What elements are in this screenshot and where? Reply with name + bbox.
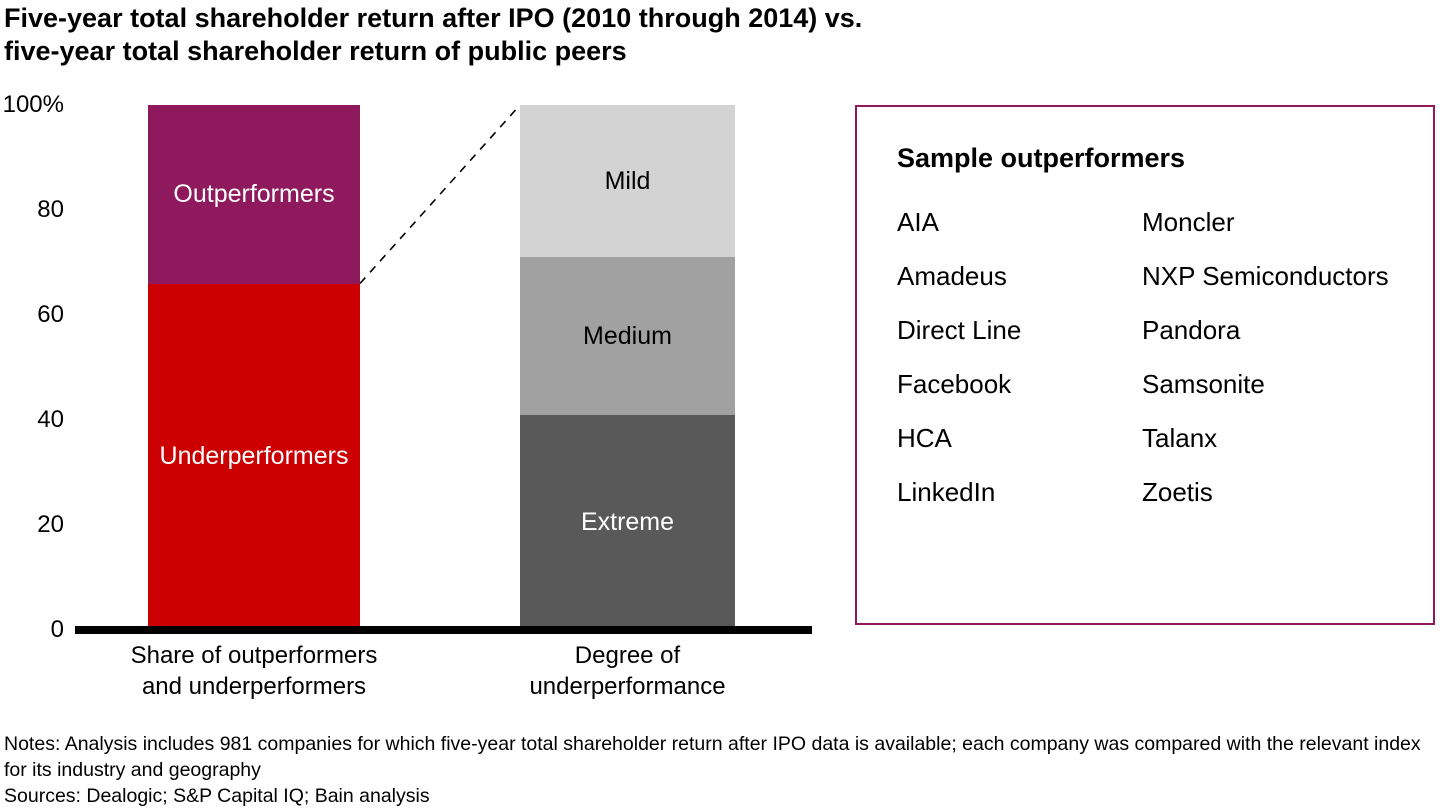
footer-notes: Notes: Analysis includes 981 companies f… bbox=[4, 731, 1434, 809]
company-name: Pandora bbox=[1142, 315, 1241, 345]
segment-label: Underperformers bbox=[159, 442, 349, 471]
company-name: HCA bbox=[897, 423, 952, 453]
stacked-bar-0: Underperformers Outperformers bbox=[148, 105, 360, 630]
segment-extreme: Extreme bbox=[520, 414, 735, 630]
sources-text: Sources: Dealogic; S&P Capital IQ; Bain … bbox=[4, 785, 430, 807]
chart-title: Five-year total shareholder return after… bbox=[4, 2, 862, 68]
stacked-bar-1: Extreme Medium Mild bbox=[520, 105, 735, 630]
x-category-label: Degree of underperformance bbox=[529, 642, 726, 700]
segment-outperformers: Outperformers bbox=[148, 105, 360, 284]
segment-mild: Mild bbox=[520, 105, 735, 258]
x-axis-line bbox=[75, 626, 812, 634]
segment-medium: Medium bbox=[520, 257, 735, 415]
segment-underperformers: Underperformers bbox=[148, 283, 360, 630]
company-name: Facebook bbox=[897, 369, 1012, 399]
y-tick-label: 40 bbox=[37, 406, 64, 433]
chart-title-line1: Five-year total shareholder return after… bbox=[4, 3, 863, 33]
company-name: Direct Line bbox=[897, 315, 1022, 345]
segment-label: Mild bbox=[604, 166, 651, 195]
segment-label: Outperformers bbox=[173, 179, 335, 208]
y-tick-label: 0 bbox=[50, 616, 64, 643]
y-tick-label: 80 bbox=[37, 196, 64, 223]
y-tick-label: 100% bbox=[2, 91, 64, 118]
segment-label: Medium bbox=[583, 321, 672, 350]
company-name: AIA bbox=[897, 207, 939, 237]
company-name: NXP Semiconductors bbox=[1142, 261, 1389, 291]
notes-text: Notes: Analysis includes 981 companies f… bbox=[4, 733, 1421, 781]
segment-label: Extreme bbox=[580, 507, 675, 536]
panel-company-list: AIA Moncler Amadeus NXP Semiconductors Direc… bbox=[897, 207, 1433, 508]
y-tick-label: 20 bbox=[37, 511, 64, 538]
sample-outperformers-panel: Sample outperformers AIA Moncler Amadeus NX… bbox=[855, 105, 1435, 625]
panel-title: Sample outperformers bbox=[897, 143, 1186, 173]
company-name: Amadeus bbox=[897, 261, 1007, 291]
x-category-label: Share of outperformers and underperforme… bbox=[130, 642, 378, 700]
company-name: Talanx bbox=[1142, 423, 1218, 453]
company-name: Moncler bbox=[1142, 207, 1235, 237]
company-name: Samsonite bbox=[1142, 369, 1265, 399]
plot-area: Underperformers Outperformers Extreme Mediu… bbox=[75, 104, 812, 630]
company-name: Zoetis bbox=[1142, 477, 1213, 507]
y-tick-label: 60 bbox=[37, 301, 64, 328]
chart-title-line2: five-year total shareholder return of pu… bbox=[4, 36, 627, 66]
company-name: LinkedIn bbox=[897, 477, 996, 507]
